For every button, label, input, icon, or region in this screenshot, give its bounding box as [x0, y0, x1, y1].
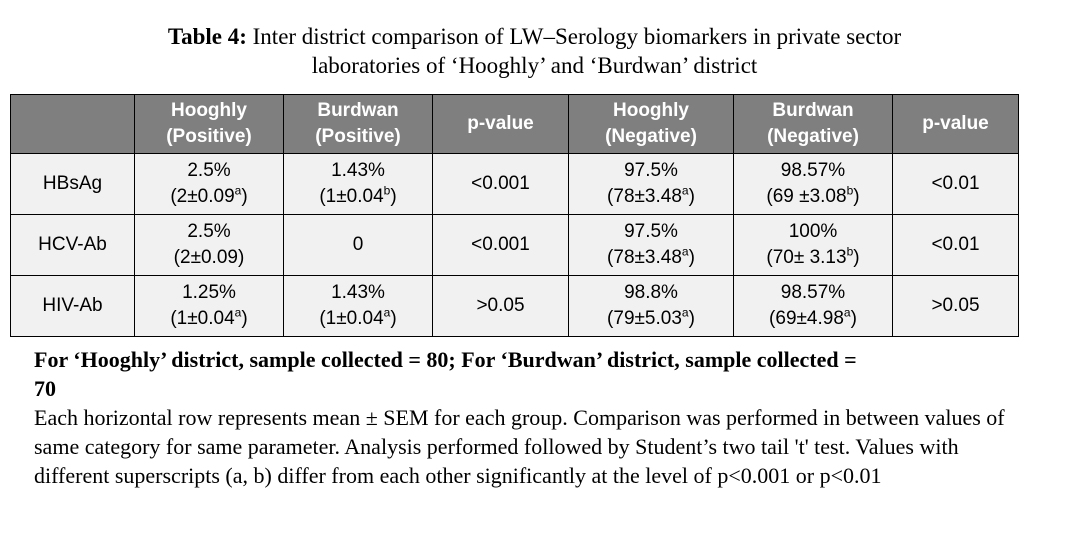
caption-label: Table 4: [167, 24, 247, 49]
header-burdwan-negative: Burdwan (Negative) [733, 94, 893, 154]
header-burdwan-positive: Burdwan (Positive) [283, 94, 433, 154]
table-cell: <0.001 [432, 214, 569, 276]
table-cell: 0 [283, 214, 433, 276]
header-hooghly-negative: Hooghly (Negative) [568, 94, 734, 154]
table-row: HIV-Ab 1.25% (1±0.04a) 1.43% (1±0.04a) >0.… [10, 275, 1019, 337]
table-caption: Table 4: Inter district comparison of LW… [0, 22, 1069, 80]
caption-line-1: Table 4: Inter district comparison of LW… [0, 22, 1069, 51]
table-cell: 1.25% (1±0.04a) [134, 275, 284, 337]
table-row: HBsAg 2.5% (2±0.09a) 1.43% (1±0.04b) <0.00… [10, 153, 1019, 215]
table-cell: <0.001 [432, 153, 569, 215]
header-p-value-negative: p-value [892, 94, 1019, 154]
row-label: HIV-Ab [10, 275, 135, 337]
table-cell: >0.05 [432, 275, 569, 337]
table-cell: <0.01 [892, 214, 1019, 276]
header-corner [10, 94, 135, 154]
caption-line-2: laboratories of ‘Hooghly’ and ‘Burdwan’ … [311, 53, 758, 78]
header-p-value-positive: p-value [432, 94, 569, 154]
comparison-table: Hooghly (Positive) Burdwan (Positive) p-va… [10, 94, 1019, 337]
table-cell: 100% (70± 3.13b) [733, 214, 893, 276]
table-cell: >0.05 [892, 275, 1019, 337]
header-row: Hooghly (Positive) Burdwan (Positive) p-va… [10, 94, 1019, 154]
sample-note-line-2: 70 [34, 376, 56, 401]
table-cell: 97.5% (78±3.48a) [568, 153, 734, 215]
table-row: HCV-Ab 2.5% (2±0.09) 0 <0.001 97.5% (78±3.… [10, 214, 1019, 276]
caption-text-1: Inter district comparison of LW–Serology… [246, 24, 902, 49]
table-cell: <0.01 [892, 153, 1019, 215]
table-cell: 97.5% (78±3.48a) [568, 214, 734, 276]
table-cell: 98.8% (79±5.03a) [568, 275, 734, 337]
table-notes: For ‘Hooghly’ district, sample collected… [34, 345, 1034, 490]
header-hooghly-positive: Hooghly (Positive) [134, 94, 284, 154]
table-cell: 1.43% (1±0.04b) [283, 153, 433, 215]
table-cell: 98.57% (69±4.98a) [733, 275, 893, 337]
table-cell: 2.5% (2±0.09) [134, 214, 284, 276]
sample-note-line-1: For ‘Hooghly’ district, sample collected… [34, 347, 857, 372]
row-label: HBsAg [10, 153, 135, 215]
row-label: HCV-Ab [10, 214, 135, 276]
table-cell: 1.43% (1±0.04a) [283, 275, 433, 337]
table-cell: 98.57% (69 ±3.08b) [733, 153, 893, 215]
method-note: Each horizontal row represents mean ± SE… [34, 405, 1005, 488]
table-cell: 2.5% (2±0.09a) [134, 153, 284, 215]
